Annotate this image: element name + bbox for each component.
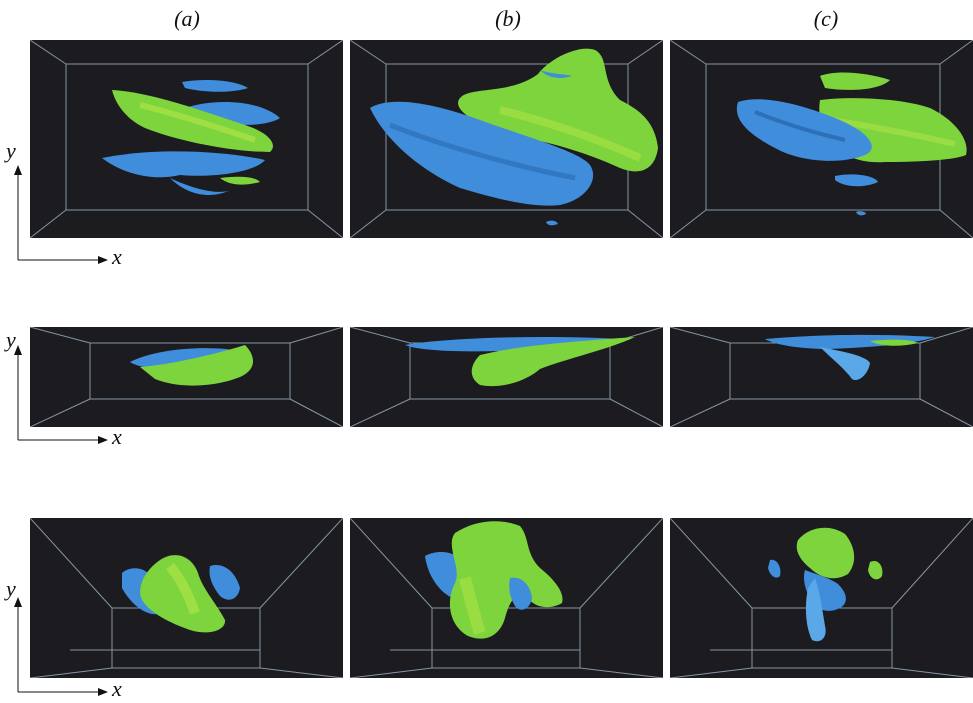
column-label-b: (b) [495, 6, 521, 31]
axis-row3 [10, 597, 110, 697]
panel-row2-c [670, 327, 973, 427]
axis-label-x-row1: x [112, 244, 122, 269]
axis-row2 [10, 345, 110, 445]
panel-row1-a [30, 40, 343, 238]
axis-label-y-row1: y [6, 138, 16, 163]
axis-label-x-row2: x [112, 424, 122, 449]
panel-row3-b [350, 518, 663, 678]
axis-label-y-row2: y [6, 327, 16, 352]
axis-label-x-row3: x [112, 676, 122, 701]
panel-row3-c [670, 518, 973, 678]
panel-row2-b [350, 327, 663, 427]
axis-label-y-row3: y [6, 576, 16, 601]
panel-row1-b [350, 40, 663, 238]
panel-row1-c [670, 40, 973, 238]
column-label-c: (c) [813, 6, 839, 31]
panel-row3-a [30, 518, 343, 678]
panel-row2-a [30, 327, 343, 427]
axis-row1 [10, 165, 110, 265]
column-label-a: (a) [174, 6, 200, 31]
